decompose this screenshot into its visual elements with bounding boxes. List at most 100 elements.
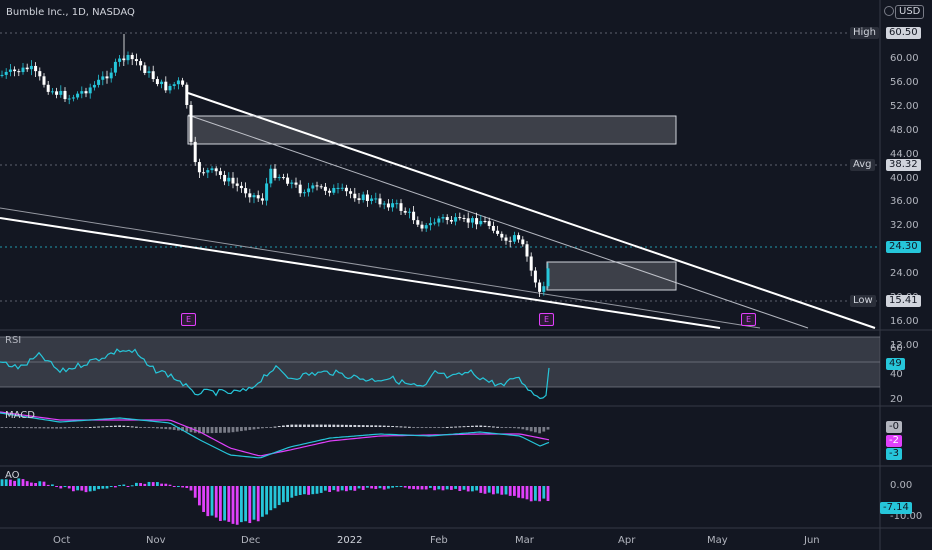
ao-bar — [248, 486, 252, 524]
candle-body — [370, 198, 374, 201]
macd-hist-bar — [51, 427, 54, 429]
macd-hist-bar — [185, 427, 189, 432]
macd-hist-bar — [63, 427, 67, 429]
ao-bar — [109, 486, 113, 487]
chart-settings-icon[interactable] — [884, 6, 894, 16]
ao-bar — [441, 486, 445, 491]
macd-hist-bar — [21, 427, 25, 429]
macd-hist-bar — [374, 425, 378, 427]
ao-bar — [118, 485, 121, 487]
price-axis-label: 16.00 — [890, 315, 919, 327]
candle-body — [214, 168, 218, 172]
candle-body — [235, 183, 239, 186]
ao-bar — [319, 486, 323, 493]
earnings-badge[interactable]: E — [539, 313, 554, 326]
ao-bar — [231, 486, 235, 524]
macd-hist-bar — [143, 427, 147, 428]
ao-bar — [336, 486, 340, 492]
macd-hist-bar — [235, 427, 239, 432]
macd-hist-bar — [252, 427, 256, 430]
x-axis-2022: 2022 — [337, 535, 363, 546]
earnings-badge[interactable]: E — [741, 313, 756, 326]
ao-bar — [273, 486, 277, 509]
macd-histogram — [0, 424, 550, 434]
ao-bar — [38, 481, 42, 486]
ao-bar — [30, 482, 33, 486]
macd-hist-bar — [273, 426, 277, 428]
macd-hist-bar — [118, 425, 121, 427]
macd-hist-bar — [219, 427, 222, 433]
ao-bar — [420, 486, 424, 490]
high-label: High — [850, 27, 879, 39]
ao-bar — [256, 486, 260, 522]
ao-bar — [504, 486, 508, 495]
macd-hist-bar — [9, 427, 12, 428]
ao-bar — [361, 486, 365, 490]
macd-hist-bar — [450, 426, 453, 428]
macd-line — [0, 412, 550, 459]
ao-bar — [525, 486, 529, 500]
macd-signal-line — [0, 411, 550, 457]
currency-button[interactable]: USD — [895, 5, 925, 19]
ao-bar — [72, 486, 75, 492]
ao-bar — [172, 486, 176, 487]
price-candles — [0, 34, 550, 297]
macd-hist-bar — [366, 425, 369, 427]
ao-bar — [93, 486, 96, 491]
candle-body — [92, 84, 96, 88]
low-value: 15.41 — [886, 295, 921, 307]
earnings-badge[interactable]: E — [181, 313, 196, 326]
macd-hist-bar — [445, 426, 449, 428]
macd-hist-bar — [412, 427, 415, 428]
ao-bar — [114, 486, 117, 488]
ao-value: -7.14 — [880, 502, 912, 514]
rsi-axis-20: 20 — [890, 394, 903, 405]
ao-bar — [546, 486, 550, 501]
candle-body — [168, 85, 172, 91]
candle-body — [496, 230, 500, 234]
macd-hist-bar — [433, 427, 436, 428]
candle-body — [277, 177, 281, 179]
candle-body — [21, 67, 25, 73]
macd-hist-bar — [160, 427, 163, 429]
macd-hist-bar — [38, 427, 42, 429]
macd-hist-bar — [454, 426, 457, 428]
candle-body — [244, 188, 248, 194]
ao-bar — [290, 486, 294, 498]
ao-bar — [332, 486, 336, 491]
ao-axis-neg10: -10.00 — [890, 511, 923, 522]
ao-bar — [294, 486, 298, 496]
ao-bar — [437, 486, 441, 490]
candle-body — [151, 71, 155, 80]
macd-hist-bar — [189, 427, 193, 433]
macd-hist-bar — [269, 427, 273, 428]
macd-hist-bar — [324, 424, 327, 427]
candle-body — [4, 71, 8, 75]
macd-title: MACD — [5, 410, 35, 421]
macd-signal-value: -2 — [886, 435, 902, 447]
ao-bar — [34, 483, 37, 486]
ao-bar — [416, 486, 420, 490]
candle-body — [265, 183, 269, 201]
ao-bar — [126, 486, 130, 487]
macd-hist-bar — [101, 426, 105, 428]
macd-hist-bar — [424, 427, 428, 428]
candle-body — [59, 90, 63, 95]
candle-body — [202, 172, 206, 174]
candle-body — [357, 198, 361, 201]
macd-hist-bar — [542, 427, 546, 432]
candle-body — [542, 286, 546, 292]
ao-bar — [21, 479, 25, 486]
candle-body — [256, 195, 260, 199]
ao-bar — [42, 481, 46, 486]
macd-hist-bar — [72, 427, 75, 428]
macd-hist-bar — [202, 427, 205, 434]
macd-hist-bar — [88, 426, 92, 428]
candle-body — [84, 91, 88, 94]
candle-body — [260, 198, 264, 201]
macd-hist-bar — [122, 425, 126, 427]
ao-bar — [84, 486, 88, 493]
rsi-title: RSI — [5, 335, 22, 346]
macd-hist-bar — [139, 427, 142, 428]
